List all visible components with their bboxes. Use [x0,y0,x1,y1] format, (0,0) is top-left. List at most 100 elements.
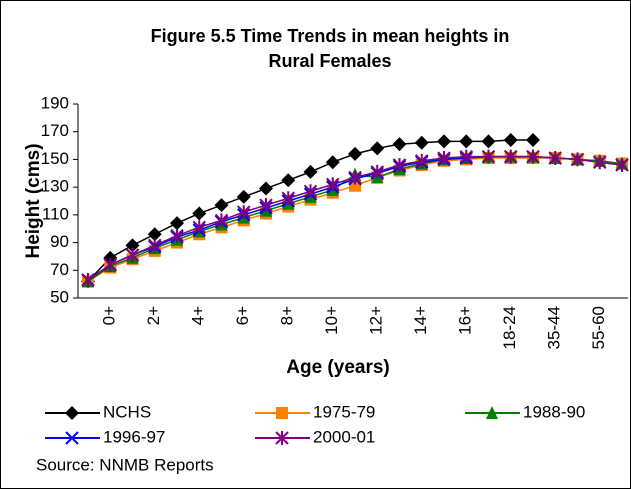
legend-marker [486,406,498,419]
data-point [192,220,206,235]
data-point [170,228,184,243]
data-point-shape [125,238,140,253]
legend-label: 1996-97 [103,427,165,446]
data-point-shape [437,134,451,149]
data-point-shape [392,137,407,152]
legend-marker [275,431,289,445]
data-point [236,189,251,204]
data-point [481,149,496,164]
data-point [259,198,273,213]
x-tick-label: 0+ [100,306,119,325]
data-point-shape [147,227,162,242]
x-axis-title: Age (years) [286,357,390,378]
data-point [437,134,451,149]
data-point-shape [281,173,296,188]
data-point [192,206,207,221]
data-point [281,191,295,206]
data-point [392,157,407,172]
legend-marker-shape [276,407,288,419]
data-point [370,141,385,156]
data-point-shape [370,164,384,179]
data-point-shape [548,151,562,166]
data-point-shape [392,157,407,172]
x-tick-label: 35-44 [545,306,564,349]
x-tick-label: 18-24 [500,306,519,349]
data-point-shape [481,134,496,149]
data-point-shape [481,149,496,164]
legend-marker [65,431,79,445]
x-tick-label: 6+ [233,306,252,325]
data-point [259,181,273,196]
data-point-shape [236,189,251,204]
data-point-shape [259,181,273,196]
y-axis-title: Height (cms) [23,143,44,258]
data-point [415,153,429,168]
data-point-shape [125,248,140,263]
legend-marker-shape [486,406,498,419]
data-point-shape [214,198,229,213]
data-point [214,198,229,213]
data-point-shape [170,228,184,243]
x-tick-label: 12+ [367,306,386,335]
data-point-shape [615,157,629,172]
data-point [437,151,451,166]
data-point-shape [459,134,474,149]
y-tick-label: 170 [41,121,69,140]
data-point [615,157,629,172]
legend-marker-shape [65,406,79,420]
data-point [459,134,474,149]
data-point-shape [325,155,340,170]
data-point [481,134,496,149]
data-point [414,135,429,150]
x-tick-label: 16+ [456,306,475,335]
data-point [526,149,540,164]
data-point [504,149,518,164]
data-point-shape [237,205,251,220]
data-point [325,155,340,170]
data-point [148,238,162,253]
data-point-shape [459,149,473,164]
y-tick-label: 90 [50,232,69,251]
data-point-shape [303,184,318,199]
y-tick-label: 190 [41,93,69,112]
data-point-shape [214,213,229,228]
data-point-shape [348,146,362,161]
legend-marker-shape [275,431,289,445]
data-point-shape [303,164,318,179]
y-tick-label: 50 [50,287,69,306]
data-point [103,257,117,272]
data-point [392,137,407,152]
data-point-shape [437,151,451,166]
data-point-shape [503,133,518,148]
data-point-shape [570,152,585,167]
data-point-shape [148,238,162,253]
y-tick-label: 110 [42,204,69,223]
data-point [125,248,140,263]
x-tick-label: 8+ [278,306,297,325]
data-point [170,216,184,231]
data-point [459,149,473,164]
data-point-shape [526,133,540,148]
x-tick-label: 2+ [144,306,163,325]
x-tick-label: 14+ [411,306,430,335]
legend-label: NCHS [103,402,151,421]
chart-title: Figure 5.5 Time Trends in mean heights i… [151,26,510,46]
x-tick-label: 55-60 [589,306,608,349]
data-point [326,177,340,192]
data-point-shape [593,155,607,170]
data-point-shape [348,170,362,185]
data-point-shape [504,149,518,164]
y-tick-label: 130 [41,177,69,196]
data-point [526,133,540,148]
data-point [348,170,362,185]
data-point [503,133,518,148]
data-point-shape [170,216,184,231]
data-point [303,164,318,179]
data-point-shape [526,149,540,164]
legend-label: 1975-79 [313,402,375,421]
y-tick-label: 150 [41,149,69,168]
data-point [81,272,95,287]
